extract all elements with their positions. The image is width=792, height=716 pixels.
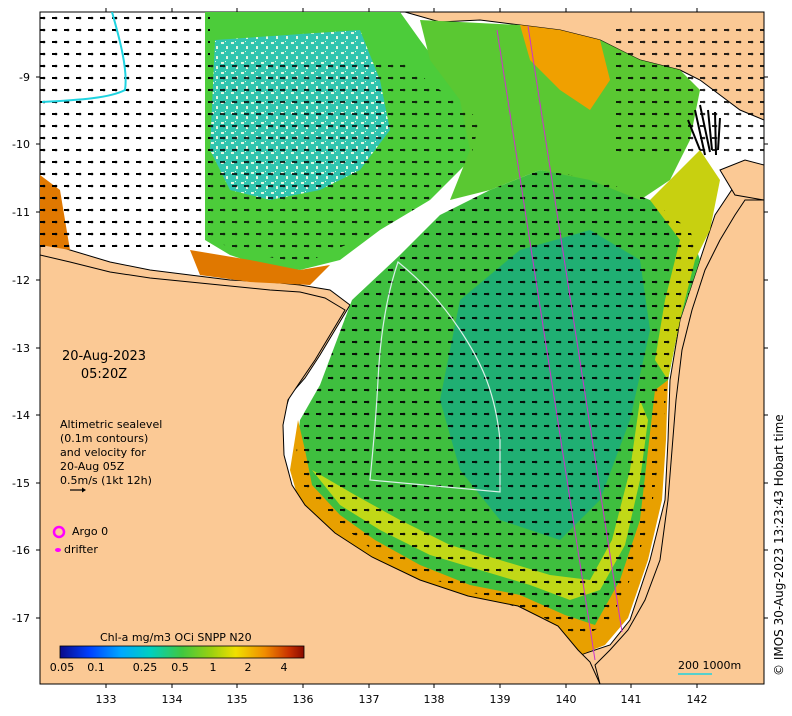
lat-tick-label: -11 (12, 206, 30, 219)
lon-tick-label: 135 (227, 693, 248, 706)
velocity-arrows-north (205, 60, 480, 265)
lon-tick-label: 133 (96, 693, 117, 706)
velocity-arrows-gulf (296, 170, 700, 640)
date-line: 20-Aug-2023 (61, 349, 147, 364)
colorbar-title: Chl-a mg/m3 OCi SNPP N20 (100, 631, 252, 644)
lat-tick-label: -16 (12, 544, 30, 557)
colorbar-tick: 2 (244, 661, 252, 674)
lon-axis: 133 134 135 136 137 138 139 140 141 142 (96, 8, 708, 706)
lon-tick-label: 136 (293, 693, 314, 706)
colorbar-tick: 1 (209, 661, 217, 674)
legend-line: Altimetric sealevel (60, 418, 163, 431)
land-torres-islands (719, 159, 764, 201)
lon-tick-label: 142 (687, 693, 708, 706)
sealevel-contour (369, 260, 501, 493)
distance-scale-label: 200 1000m (678, 659, 742, 672)
legend-line: and velocity for (60, 446, 146, 459)
colorbar-tick: 0.25 (132, 661, 158, 674)
lat-tick-label: -9 (19, 71, 30, 84)
colorbar-tick: 0.1 (87, 661, 105, 674)
chl-west-coast-orange (40, 175, 330, 285)
velocity-arrows-east (610, 20, 764, 160)
velocity-scale-arrowhead (82, 487, 86, 493)
copyright-text: © IMOS 30-Aug-2023 13:23:43 Hobart time (772, 414, 786, 676)
colorbar (59, 645, 305, 659)
legend-text: Altimetric sealevel (0.1m contours) and … (60, 418, 162, 488)
legend-line: 0.5m/s (1kt 12h) (60, 474, 152, 487)
lat-tick-label: -13 (12, 342, 30, 355)
lon-tick-label: 137 (359, 693, 380, 706)
lat-tick-label: -14 (12, 409, 30, 422)
drifter-marker-icon (55, 548, 61, 552)
lat-tick-label: -10 (12, 138, 30, 151)
date-label: 20-Aug-2023 05:20Z (54, 348, 154, 384)
land-cape-york (594, 199, 764, 684)
land-australia-top (40, 254, 601, 684)
lat-tick-label: -12 (12, 274, 30, 287)
colorbar-tick: 0.05 (49, 661, 75, 674)
altimeter-track-2 (527, 25, 623, 633)
lon-tick-label: 139 (490, 693, 511, 706)
lon-tick-label: 134 (162, 693, 183, 706)
altimeter-track-1 (496, 29, 596, 661)
lat-tick-label: -17 (12, 612, 30, 625)
lon-tick-label: 138 (424, 693, 445, 706)
legend-line: 20-Aug 05Z (60, 460, 125, 473)
lat-axis: -9 -10 -11 -12 -13 -14 -15 -16 -17 (12, 71, 768, 625)
lon-tick-label: 140 (556, 693, 577, 706)
shelf-contour (41, 12, 127, 103)
drifter-tracks (687, 104, 721, 156)
colorbar-tick: 4 (280, 661, 288, 674)
legend-line: (0.1m contours) (60, 432, 149, 445)
chl-arafura-orange (520, 25, 610, 110)
velocity-arrows-west (40, 12, 210, 247)
time-line: 05:20Z (80, 367, 128, 382)
colorbar-tick: 0.5 (171, 661, 189, 674)
lon-tick-label: 141 (621, 693, 642, 706)
argo-label: Argo 0 (72, 525, 109, 538)
argo-marker-icon (52, 525, 66, 539)
drifter-label: drifter (64, 543, 98, 556)
lat-tick-label: -15 (12, 477, 30, 490)
